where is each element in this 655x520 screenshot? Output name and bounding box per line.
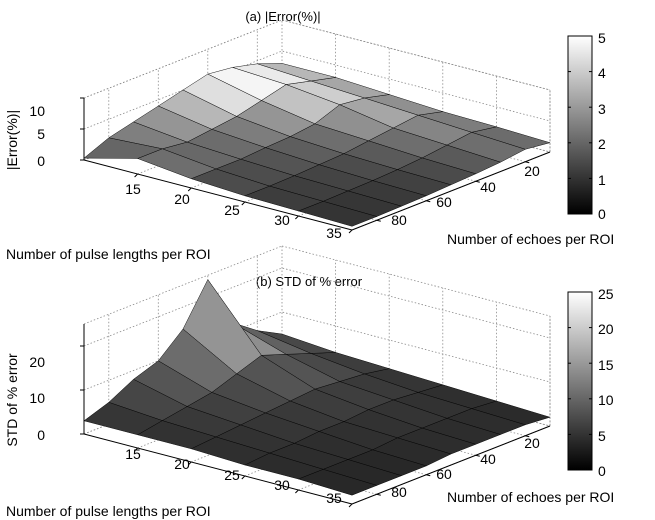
chart-a-y-tick: 40 [480, 179, 496, 195]
chart-a: (a) |Error(%)| 15 20 25 30 35 20 40 60 8… [4, 9, 614, 262]
y-tick-mark [525, 435, 530, 438]
chart-b-x-tick: 15 [125, 446, 141, 462]
gridline [281, 245, 551, 317]
chart-b-colorbar-tick: 25 [598, 286, 614, 302]
chart-b-colorbar-ticks [568, 291, 592, 471]
chart-a-axes [80, 97, 551, 234]
surface-facet [83, 402, 163, 436]
y-tick-mark [475, 454, 480, 457]
chart-b-y-tick: 80 [391, 484, 407, 500]
gridline [83, 267, 551, 347]
chart-b-z-tick: 10 [29, 390, 45, 406]
chart-b-colorbar-tick: 0 [598, 463, 606, 479]
axis-line [351, 425, 551, 505]
chart-b-x-label: Number of pulse lengths per ROI [6, 503, 211, 519]
y-tick-mark [426, 200, 431, 203]
chart-b-axes [80, 324, 551, 508]
x-tick-mark [241, 475, 246, 480]
chart-a-colorbar-tick: 3 [598, 101, 606, 117]
chart-b-y-tick: 20 [524, 435, 540, 451]
x-tick-mark [348, 229, 353, 234]
chart-b-y-tick: 40 [480, 451, 496, 467]
y-tick-mark [426, 474, 431, 477]
chart-a-x-tick: 30 [274, 212, 290, 228]
chart-a-colorbar [567, 35, 593, 215]
axis-line [83, 433, 353, 505]
chart-b-colorbar-tick: 5 [598, 428, 606, 444]
axis-line [351, 151, 551, 231]
chart-b-surface [83, 279, 551, 496]
chart-a-z-label: |Error(%)| [4, 110, 20, 170]
chart-a-z-tick: 0 [37, 153, 45, 169]
y-tick-mark [475, 180, 480, 183]
y-tick-mark [376, 219, 381, 222]
chart-b: (b) STD of % error 15 20 25 30 35 20 40 … [4, 245, 614, 519]
chart-b-colorbar-tick: 15 [598, 357, 614, 373]
chart-b-colorbar-tick: 20 [598, 321, 614, 337]
y-tick-mark [376, 493, 381, 496]
chart-b-title: (b) STD of % error [256, 274, 363, 289]
x-tick-mark [348, 503, 353, 508]
chart-a-y-label: Number of echoes per ROI [447, 231, 614, 247]
chart-a-z-tick: 10 [29, 103, 45, 119]
chart-b-y-label: Number of echoes per ROI [447, 489, 614, 505]
gridline [281, 19, 551, 91]
axis-line [83, 159, 353, 231]
x-tick-mark [134, 173, 138, 178]
chart-b-z-tick: 0 [37, 427, 45, 443]
chart-b-x-tick: 20 [174, 456, 190, 472]
chart-a-x-tick: 15 [125, 181, 141, 197]
chart-a-title: (a) |Error(%)| [245, 9, 320, 24]
chart-a-x-label: Number of pulse lengths per ROI [6, 246, 211, 262]
x-tick-mark [134, 447, 138, 452]
chart-a-y-tick: 60 [436, 194, 452, 210]
chart-b-x-tick: 25 [224, 467, 240, 483]
x-tick-mark [187, 461, 192, 466]
chart-a-colorbar-tick: 4 [598, 65, 606, 81]
chart-a-colorbar-tick: 5 [598, 30, 606, 46]
surface-facet [83, 137, 164, 159]
chart-a-colorbar-tick: 2 [598, 136, 606, 152]
chart-a-y-tick: 80 [391, 212, 407, 228]
chart-b-x-tick: 35 [326, 490, 342, 506]
y-tick-mark [525, 161, 530, 164]
gridline [83, 19, 551, 99]
chart-a-colorbar-ticks [568, 35, 592, 215]
chart-a-colorbar-tick: 0 [598, 206, 606, 222]
x-tick-mark [295, 489, 299, 494]
chart-b-x-tick: 30 [274, 477, 290, 493]
chart-b-z-tick: 20 [29, 354, 45, 370]
chart-a-x-tick: 20 [174, 191, 190, 207]
chart-a-z-tick: 5 [37, 126, 45, 142]
chart-b-y-tick: 60 [436, 466, 452, 482]
x-tick-mark [295, 215, 299, 220]
chart-a-x-tick: 25 [224, 202, 240, 218]
chart-a-y-tick: 20 [524, 163, 540, 179]
chart-a-surface [83, 63, 551, 227]
x-tick-mark [241, 201, 246, 206]
gridline [83, 50, 551, 130]
chart-b-z-label: STD of % error [4, 353, 20, 447]
chart-a-x-tick: 35 [326, 225, 342, 241]
chart-b-colorbar [567, 291, 593, 471]
x-tick-mark [187, 187, 192, 192]
gridline [83, 311, 551, 391]
chart-a-colorbar-tick: 1 [598, 172, 606, 188]
gridline [83, 245, 283, 325]
chart-b-colorbar-tick: 10 [598, 392, 614, 408]
